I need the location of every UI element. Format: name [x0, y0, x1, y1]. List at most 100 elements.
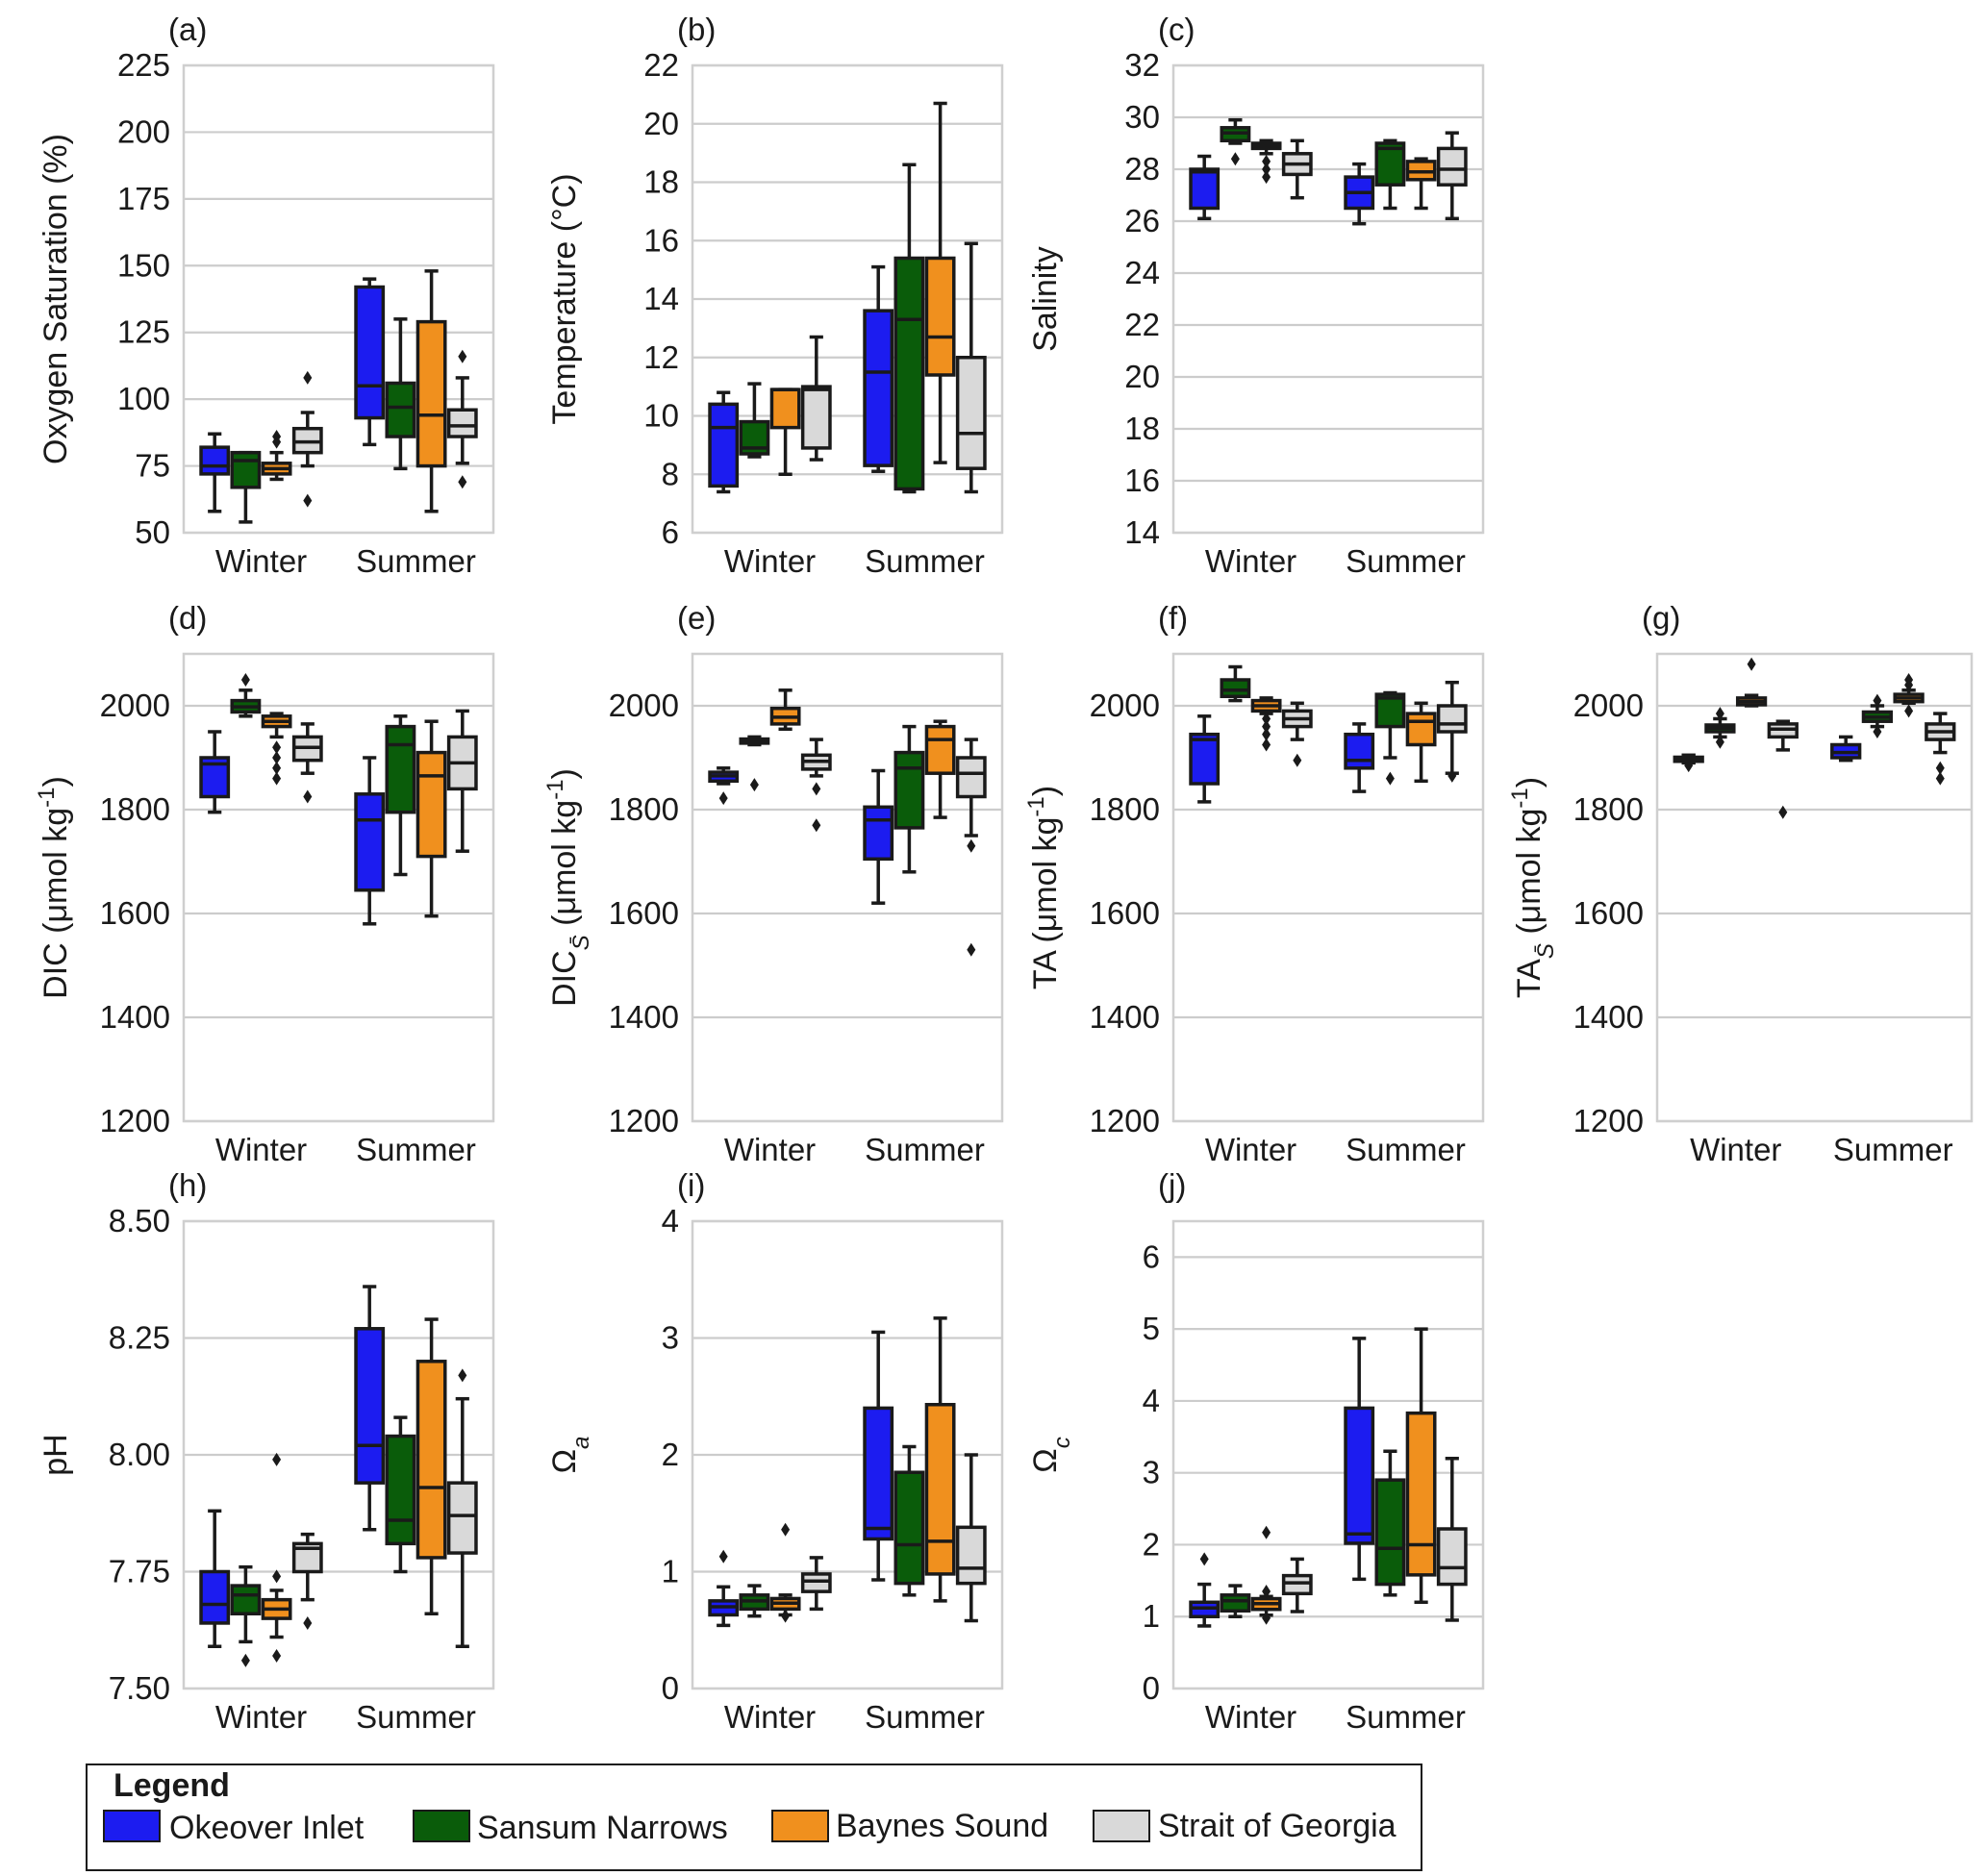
box-iqr — [1374, 141, 1406, 187]
y-axis-label: DICS̄ (μmol kg-1) — [542, 768, 594, 1007]
box-iqr — [924, 256, 956, 377]
x-tick-label: Summer — [865, 1699, 985, 1735]
box-iqr — [863, 1406, 894, 1541]
x-tick-label: Winter — [1205, 543, 1296, 579]
y-axis-label-sup: -1 — [542, 779, 568, 799]
y-tick-label: 0 — [662, 1670, 679, 1706]
y-tick-label: 1600 — [1090, 895, 1160, 931]
box-baynes-sound-winter — [1250, 696, 1282, 752]
axes-frame — [182, 1219, 495, 1690]
box-strait-of-georgia-winter — [1281, 701, 1313, 767]
outlier-point — [1262, 727, 1271, 741]
outlier-point — [1262, 154, 1271, 168]
y-axis-label: TAS̄ (μmol kg-1) — [1507, 777, 1559, 998]
outlier-point — [272, 771, 282, 786]
y-tick-label: 1800 — [100, 791, 170, 827]
y-tick-label: 8.50 — [109, 1203, 170, 1238]
y-tick-label: 1400 — [1090, 999, 1160, 1035]
x-tick-label: Winter — [215, 1699, 307, 1735]
axes-frame — [691, 652, 1004, 1123]
outlier-point — [1262, 1611, 1271, 1625]
y-axis-label-main: DIC (μmol kg — [38, 808, 74, 999]
y-tick-label: 8.00 — [109, 1437, 170, 1472]
legend-frame — [86, 1763, 1422, 1871]
x-tick-label: Winter — [215, 1132, 307, 1167]
outlier-point — [1230, 152, 1240, 166]
box-strait-of-georgia-summer — [1925, 712, 1956, 786]
y-tick-label: 8.25 — [109, 1320, 170, 1356]
box-iqr — [800, 1572, 832, 1593]
outlier-point — [1262, 738, 1271, 752]
box-sansum-narrows-summer — [1374, 138, 1406, 211]
box-iqr — [385, 381, 416, 438]
panel-g: 1200 1400 1600 1800 2000 Winter Summer (g) TAS̄ … — [1507, 600, 1974, 1167]
y-axis-label-tail: (μmol kg — [546, 800, 583, 936]
box-iqr — [446, 1481, 478, 1555]
y-axis-label: DIC (μmol kg-1) — [34, 776, 75, 999]
y-axis-label-main: Ω — [546, 1449, 583, 1473]
panel-c: 14 16 18 20 22 24 26 28 30 32 Winter Summer (c) Salin… — [1027, 12, 1485, 579]
y-tick-label: 18 — [1124, 411, 1160, 446]
y-axis-label-main: DIC — [546, 950, 583, 1007]
y-axis-label-main: Salinity — [1027, 246, 1064, 352]
y-axis-label: Temperature (°C) — [546, 173, 583, 424]
y-tick-label: 6 — [1143, 1238, 1160, 1274]
y-tick-label: 1200 — [609, 1103, 679, 1138]
panel-f: 1200 1400 1600 1800 2000 Winter Summer (f) TA (μ… — [1023, 600, 1485, 1167]
x-tick-label: Summer — [1346, 543, 1466, 579]
box-baynes-sound-winter — [1250, 1525, 1282, 1625]
panel-label: (f) — [1158, 600, 1188, 636]
outlier-point — [1447, 768, 1457, 783]
outlier-point — [240, 673, 250, 687]
outlier-point — [458, 349, 467, 363]
x-tick-label: Winter — [724, 1699, 816, 1735]
outlier-point — [1935, 761, 1945, 775]
box-iqr — [1405, 1411, 1437, 1577]
outlier-point — [272, 1648, 282, 1663]
box-iqr — [199, 445, 231, 476]
box-okeover-inlet-winter — [199, 730, 231, 814]
y-tick-label: 22 — [1124, 307, 1160, 342]
axes-frame — [1171, 1219, 1485, 1690]
legend-swatch-baynes — [771, 1810, 829, 1842]
box-sansum-narrows-winter — [230, 1564, 262, 1667]
box-okeover-inlet-winter — [1673, 753, 1704, 773]
box-iqr — [415, 1360, 447, 1560]
box-sansum-narrows-summer — [893, 1444, 925, 1597]
y-tick-label: 20 — [1124, 359, 1160, 394]
box-sansum-narrows-summer — [385, 1415, 416, 1574]
box-iqr — [385, 1434, 416, 1546]
outlier-point — [781, 1522, 791, 1537]
box-okeover-inlet-summer — [354, 277, 386, 447]
box-sansum-narrows-winter — [1704, 707, 1736, 749]
box-strait-of-georgia-winter — [800, 738, 832, 833]
y-tick-label: 2 — [662, 1437, 679, 1472]
y-axis-label-main: TA — [1511, 959, 1548, 998]
outlier-point — [272, 751, 282, 764]
y-tick-label: 5 — [1143, 1311, 1160, 1346]
box-sansum-narrows-summer — [1374, 690, 1406, 786]
box-iqr — [1374, 1478, 1406, 1587]
outlier-point — [272, 761, 282, 775]
y-axis-label: pH — [38, 1434, 74, 1475]
y-axis-label-sub: a — [568, 1437, 594, 1449]
y-tick-label: 1800 — [1090, 791, 1160, 827]
box-okeover-inlet-summer — [863, 1330, 894, 1582]
y-tick-label: 1400 — [100, 999, 170, 1035]
box-iqr — [708, 402, 740, 488]
outlier-point — [967, 838, 976, 853]
y-axis-label-main: pH — [38, 1434, 74, 1475]
box-strait-of-georgia-summer — [1436, 1456, 1468, 1622]
outlier-point — [1873, 725, 1882, 738]
box-strait-of-georgia-summer — [446, 349, 478, 489]
box-strait-of-georgia-summer — [955, 738, 987, 957]
y-tick-label: 1600 — [609, 895, 679, 931]
outlier-point — [272, 1569, 282, 1584]
box-baynes-sound-winter — [769, 388, 801, 476]
box-baynes-sound-summer — [1405, 701, 1437, 784]
y-tick-label: 8 — [662, 456, 679, 491]
outlier-point — [718, 1549, 728, 1563]
box-strait-of-georgia-winter — [800, 1556, 832, 1612]
box-baynes-sound-summer — [1405, 1327, 1437, 1605]
y-tick-label: 0 — [1143, 1670, 1160, 1706]
